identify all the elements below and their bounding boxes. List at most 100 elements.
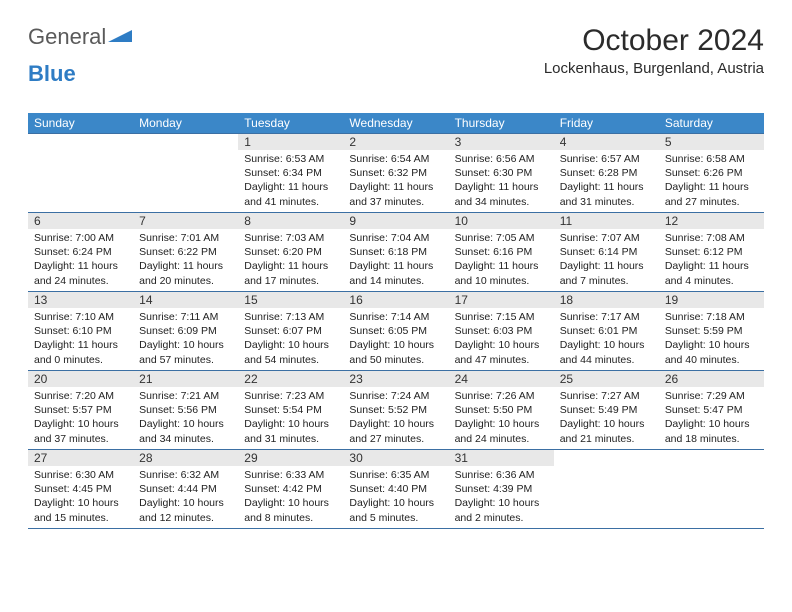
sunrise-line: Sunrise: 7:11 AM [139,310,232,324]
day-number: 10 [449,213,554,229]
daylight-line: Daylight: 10 hours and 50 minutes. [349,338,442,366]
calendar-cell: 16Sunrise: 7:14 AMSunset: 6:05 PMDayligh… [343,292,448,370]
calendar-cell: 28Sunrise: 6:32 AMSunset: 4:44 PMDayligh… [133,450,238,528]
calendar-cell: 23 Sunrise: 7:24 AMSunset: 5:52 PMDayligh… [343,371,448,449]
sunset-line: Sunset: 5:47 PM [665,403,758,417]
cell-body: Sunrise: 6:30 AMSunset: 4:45 PMDaylight:… [28,466,133,527]
sunset-line: Sunset: 5:56 PM [139,403,232,417]
cell-body: Sunrise: 7:05 AMSunset: 6:16 PMDaylight:… [449,229,554,290]
sunrise-line: Sunrise: 7:00 AM [34,231,127,245]
calendar-cell: 9Sunrise: 7:04 AMSunset: 6:18 PMDaylight… [343,213,448,291]
day-number: 26 [659,371,764,387]
week-row: 6Sunrise: 7:00 AMSunset: 6:24 PMDaylight… [28,213,764,292]
daylight-line: Daylight: 10 hours and 44 minutes. [560,338,653,366]
calendar-cell: 6Sunrise: 7:00 AMSunset: 6:24 PMDaylight… [28,213,133,291]
calendar-cell: 12Sunrise: 7:08 AMSunset: 6:12 PMDayligh… [659,213,764,291]
sunrise-line: Sunrise: 7:20 AM [34,389,127,403]
daylight-line: Daylight: 10 hours and 24 minutes. [455,417,548,445]
calendar-cell: 4Sunrise: 6:57 AMSunset: 6:28 PMDaylight… [554,134,659,212]
logo-text-blue: Blue [28,61,76,86]
calendar-cell: 1Sunrise: 6:53 AMSunset: 6:34 PMDaylight… [238,134,343,212]
day-number: 13 [28,292,133,308]
sunset-line: Sunset: 6:24 PM [34,245,127,259]
cell-body: Sunrise: 7:27 AMSunset: 5:49 PMDaylight:… [554,387,659,448]
cell-body: Sunrise: 6:58 AMSunset: 6:26 PMDaylight:… [659,150,764,211]
calendar-cell: 21Sunrise: 7:21 AMSunset: 5:56 PMDayligh… [133,371,238,449]
day-number: 23 [343,371,448,387]
day-number: 12 [659,213,764,229]
logo-triangle-icon [108,24,134,50]
sunset-line: Sunset: 5:57 PM [34,403,127,417]
daylight-line: Daylight: 11 hours and 37 minutes. [349,180,442,208]
daylight-line: Daylight: 10 hours and 40 minutes. [665,338,758,366]
sunrise-line: Sunrise: 7:10 AM [34,310,127,324]
calendar-cell: 15Sunrise: 7:13 AMSunset: 6:07 PMDayligh… [238,292,343,370]
sunset-line: Sunset: 5:52 PM [349,403,442,417]
calendar-cell: 24Sunrise: 7:26 AMSunset: 5:50 PMDayligh… [449,371,554,449]
calendar-cell: 25Sunrise: 7:27 AMSunset: 5:49 PMDayligh… [554,371,659,449]
cell-body: Sunrise: 7:29 AMSunset: 5:47 PMDaylight:… [659,387,764,448]
day-number: 1 [238,134,343,150]
sunrise-line: Sunrise: 7:24 AM [349,389,442,403]
calendar-cell: 17Sunrise: 7:15 AMSunset: 6:03 PMDayligh… [449,292,554,370]
calendar-cell: 3 Sunrise: 6:56 AMSunset: 6:30 PMDaylight… [449,134,554,212]
day-header: Tuesday [238,113,343,133]
day-number: 27 [28,450,133,466]
day-number: 16 [343,292,448,308]
cell-body: Sunrise: 7:15 AMSunset: 6:03 PMDaylight:… [449,308,554,369]
month-title: October 2024 [544,24,764,58]
cell-body: Sunrise: 7:23 AMSunset: 5:54 PMDaylight:… [238,387,343,448]
sunrise-line: Sunrise: 7:13 AM [244,310,337,324]
week-row: 20Sunrise: 7:20 AMSunset: 5:57 PMDayligh… [28,371,764,450]
day-number: 22 [238,371,343,387]
logo-text-gray: General [28,24,106,50]
calendar-cell: 13Sunrise: 7:10 AMSunset: 6:10 PMDayligh… [28,292,133,370]
sunset-line: Sunset: 6:18 PM [349,245,442,259]
daylight-line: Daylight: 11 hours and 4 minutes. [665,259,758,287]
cell-body: Sunrise: 6:32 AMSunset: 4:44 PMDaylight:… [133,466,238,527]
calendar-cell: 27Sunrise: 6:30 AMSunset: 4:45 PMDayligh… [28,450,133,528]
sunrise-line: Sunrise: 7:04 AM [349,231,442,245]
cell-body: Sunrise: 7:01 AMSunset: 6:22 PMDaylight:… [133,229,238,290]
day-number: 28 [133,450,238,466]
cell-body: Sunrise: 6:54 AMSunset: 6:32 PMDaylight:… [343,150,448,211]
sunset-line: Sunset: 6:05 PM [349,324,442,338]
calendar-cell: 22Sunrise: 7:23 AMSunset: 5:54 PMDayligh… [238,371,343,449]
calendar: SundayMondayTuesdayWednesdayThursdayFrid… [28,113,764,529]
sunset-line: Sunset: 6:26 PM [665,166,758,180]
day-number: 3 [449,134,554,150]
sunset-line: Sunset: 5:59 PM [665,324,758,338]
daylight-line: Daylight: 10 hours and 47 minutes. [455,338,548,366]
sunset-line: Sunset: 4:42 PM [244,482,337,496]
day-number: 15 [238,292,343,308]
cell-body: Sunrise: 7:04 AMSunset: 6:18 PMDaylight:… [343,229,448,290]
sunset-line: Sunset: 6:30 PM [455,166,548,180]
sunrise-line: Sunrise: 6:32 AM [139,468,232,482]
sunrise-line: Sunrise: 6:57 AM [560,152,653,166]
sunrise-line: Sunrise: 6:33 AM [244,468,337,482]
daylight-line: Daylight: 11 hours and 34 minutes. [455,180,548,208]
day-number: 9 [343,213,448,229]
sunrise-line: Sunrise: 7:14 AM [349,310,442,324]
day-number: 11 [554,213,659,229]
sunrise-line: Sunrise: 6:56 AM [455,152,548,166]
daylight-line: Daylight: 10 hours and 57 minutes. [139,338,232,366]
sunrise-line: Sunrise: 6:58 AM [665,152,758,166]
cell-body: Sunrise: 6:36 AMSunset: 4:39 PMDaylight:… [449,466,554,527]
daylight-line: Daylight: 10 hours and 27 minutes. [349,417,442,445]
daylight-line: Daylight: 10 hours and 18 minutes. [665,417,758,445]
cell-body: Sunrise: 7:14 AMSunset: 6:05 PMDaylight:… [343,308,448,369]
day-header: Sunday [28,113,133,133]
day-number: 19 [659,292,764,308]
sunset-line: Sunset: 5:54 PM [244,403,337,417]
cell-body: Sunrise: 7:17 AMSunset: 6:01 PMDaylight:… [554,308,659,369]
cell-body: Sunrise: 6:33 AMSunset: 4:42 PMDaylight:… [238,466,343,527]
sunrise-line: Sunrise: 7:27 AM [560,389,653,403]
day-number: 5 [659,134,764,150]
week-row: 27Sunrise: 6:30 AMSunset: 4:45 PMDayligh… [28,450,764,529]
sunset-line: Sunset: 6:07 PM [244,324,337,338]
week-row: 13Sunrise: 7:10 AMSunset: 6:10 PMDayligh… [28,292,764,371]
day-number: 14 [133,292,238,308]
cell-body: Sunrise: 7:18 AMSunset: 5:59 PMDaylight:… [659,308,764,369]
sunset-line: Sunset: 6:22 PM [139,245,232,259]
